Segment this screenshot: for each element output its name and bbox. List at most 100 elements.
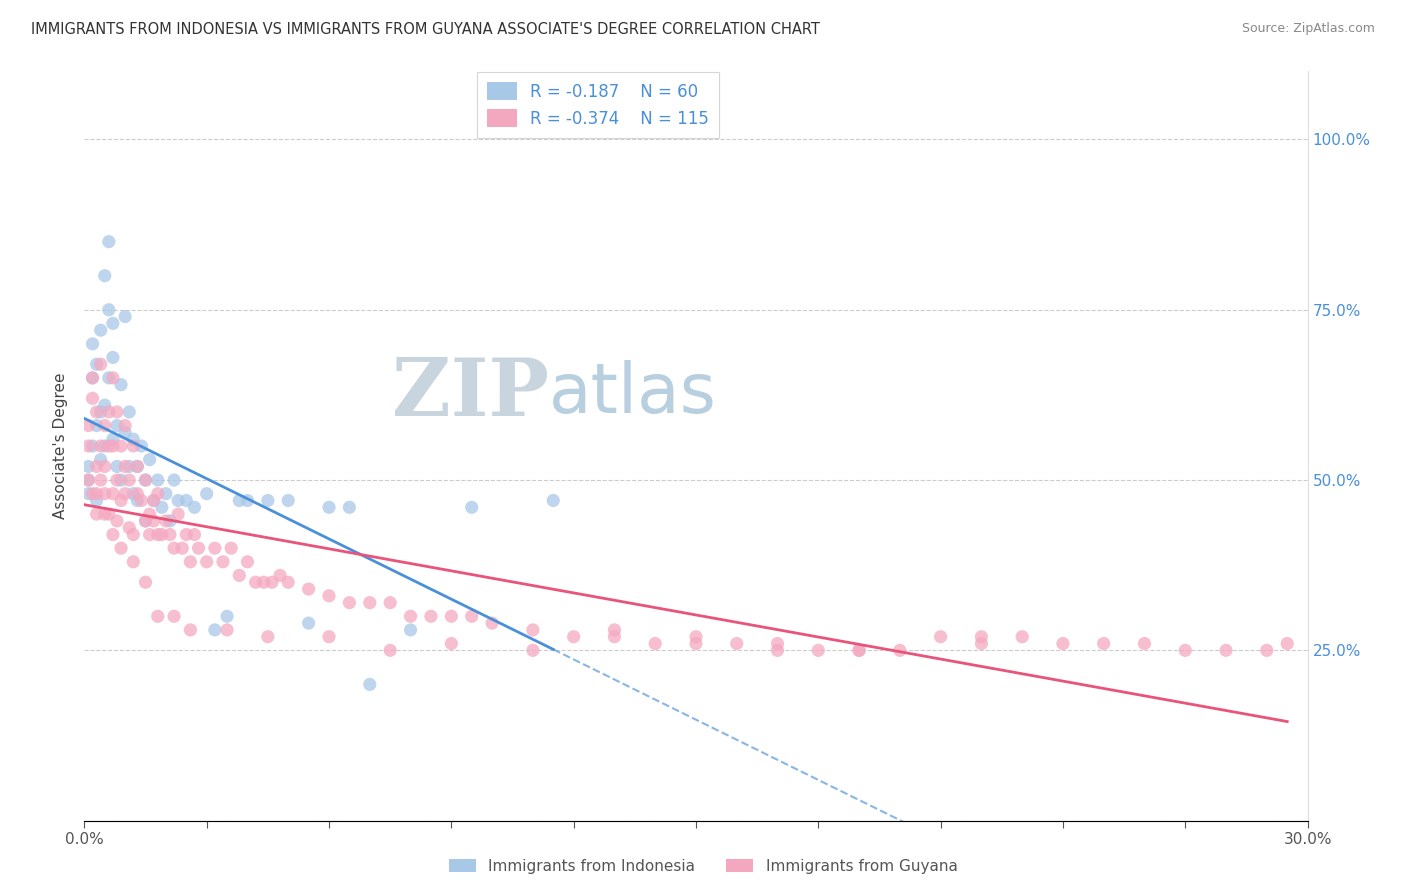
Point <box>97 235 120 249</box>
Point <box>101 439 124 453</box>
Point <box>339 596 361 610</box>
Point <box>93 398 115 412</box>
Point <box>257 493 280 508</box>
Point <box>135 473 157 487</box>
Point <box>118 459 141 474</box>
Point <box>118 405 141 419</box>
Point <box>1133 636 1156 650</box>
Point <box>77 459 100 474</box>
Point <box>1092 636 1115 650</box>
Point <box>603 630 626 644</box>
Point <box>167 507 190 521</box>
Point <box>685 636 707 650</box>
Point <box>204 541 226 556</box>
Point <box>889 643 911 657</box>
Point <box>90 452 112 467</box>
Point <box>77 473 100 487</box>
Point <box>114 310 136 324</box>
Point <box>138 527 160 541</box>
Point <box>86 357 108 371</box>
Point <box>97 371 120 385</box>
Point <box>77 418 100 433</box>
Point <box>90 473 112 487</box>
Text: atlas: atlas <box>550 360 717 427</box>
Point <box>269 568 291 582</box>
Point <box>86 405 108 419</box>
Point <box>110 493 132 508</box>
Point <box>183 527 205 541</box>
Point <box>146 527 169 541</box>
Point <box>82 371 104 385</box>
Point <box>380 643 402 657</box>
Point <box>101 317 124 331</box>
Point <box>146 609 169 624</box>
Point <box>219 541 242 556</box>
Point <box>318 500 340 515</box>
Point <box>135 473 157 487</box>
Point <box>146 486 169 500</box>
Point <box>212 555 235 569</box>
Point <box>90 405 112 419</box>
Point <box>217 623 239 637</box>
Point <box>131 493 153 508</box>
Point <box>105 459 128 474</box>
Point <box>110 439 132 453</box>
Point <box>159 527 181 541</box>
Point <box>543 493 565 508</box>
Point <box>174 493 197 508</box>
Point <box>195 486 218 500</box>
Point <box>481 616 503 631</box>
Point <box>150 500 173 515</box>
Point <box>90 323 112 337</box>
Point <box>155 486 177 500</box>
Legend: R = -0.187    N = 60, R = -0.374    N = 115: R = -0.187 N = 60, R = -0.374 N = 115 <box>477 72 720 138</box>
Point <box>399 609 422 624</box>
Point <box>298 582 321 596</box>
Point <box>1174 643 1197 657</box>
Point <box>86 507 108 521</box>
Point <box>82 392 104 406</box>
Point <box>122 486 145 500</box>
Point <box>522 623 544 637</box>
Point <box>603 623 626 637</box>
Point <box>118 521 141 535</box>
Point <box>135 514 157 528</box>
Y-axis label: Associate's Degree: Associate's Degree <box>53 373 69 519</box>
Point <box>318 630 340 644</box>
Point <box>228 568 250 582</box>
Point <box>195 555 218 569</box>
Point <box>97 439 120 453</box>
Legend: Immigrants from Indonesia, Immigrants from Guyana: Immigrants from Indonesia, Immigrants fr… <box>443 853 963 880</box>
Text: Source: ZipAtlas.com: Source: ZipAtlas.com <box>1241 22 1375 36</box>
Point <box>118 473 141 487</box>
Point <box>1052 636 1074 650</box>
Point <box>174 527 197 541</box>
Point <box>138 507 160 521</box>
Point <box>101 432 124 446</box>
Point <box>159 514 181 528</box>
Text: IMMIGRANTS FROM INDONESIA VS IMMIGRANTS FROM GUYANA ASSOCIATE'S DEGREE CORRELATI: IMMIGRANTS FROM INDONESIA VS IMMIGRANTS … <box>31 22 820 37</box>
Point <box>725 636 748 650</box>
Point <box>127 459 149 474</box>
Point <box>93 439 115 453</box>
Point <box>245 575 267 590</box>
Point <box>93 268 115 283</box>
Point <box>127 486 149 500</box>
Point <box>217 609 239 624</box>
Point <box>277 575 299 590</box>
Point <box>339 500 361 515</box>
Point <box>766 636 789 650</box>
Point <box>440 609 463 624</box>
Point <box>122 439 145 453</box>
Point <box>228 493 250 508</box>
Point <box>179 623 201 637</box>
Point <box>260 575 283 590</box>
Point <box>236 555 259 569</box>
Point <box>807 643 830 657</box>
Point <box>131 439 153 453</box>
Point <box>122 432 145 446</box>
Text: ZIP: ZIP <box>392 354 550 433</box>
Point <box>461 500 484 515</box>
Point <box>135 575 157 590</box>
Point <box>1011 630 1033 644</box>
